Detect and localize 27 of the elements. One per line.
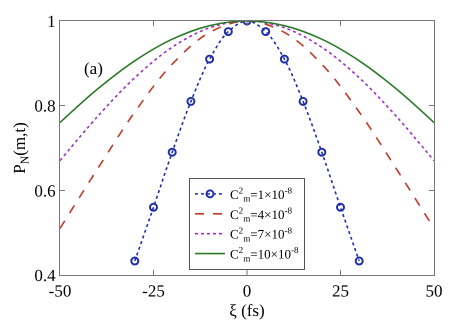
- line-series: [60, 21, 434, 162]
- point: [280, 54, 289, 64]
- point: [205, 54, 214, 64]
- y-tick-label: 0.8: [34, 96, 56, 116]
- line-series: [60, 21, 434, 124]
- legend-label: C$^{2}$$_{m}$=7×10$^{-8}$: [230, 225, 292, 244]
- point: [224, 27, 233, 36]
- point: [354, 256, 364, 266]
- point: [261, 27, 270, 36]
- legend-label: C$^{2}$$_{m}$=1×10$^{-8}$: [230, 185, 292, 204]
- y-tick-label: 1: [47, 12, 56, 31]
- x-axis-title: ξ (fs): [229, 300, 265, 320]
- x-tick-label: 0: [242, 281, 252, 300]
- x-tick-label: 25: [332, 281, 349, 300]
- point: [186, 96, 196, 106]
- point: [168, 148, 177, 157]
- point: [317, 148, 326, 157]
- point: [336, 202, 345, 212]
- annotation: (a): [84, 59, 103, 78]
- x-tick-label: -25: [142, 281, 165, 300]
- legend-label: C$^{2}$$_{m}$=10×10$^{-8}$: [230, 245, 299, 264]
- legend-label: C$^{2}$$_{m}$=4×10$^{-8}$: [230, 205, 292, 224]
- point: [298, 96, 308, 106]
- x-tick-label: 50: [426, 281, 442, 300]
- point: [130, 256, 140, 266]
- point: [149, 202, 158, 212]
- y-tick-label: 0.6: [34, 181, 56, 200]
